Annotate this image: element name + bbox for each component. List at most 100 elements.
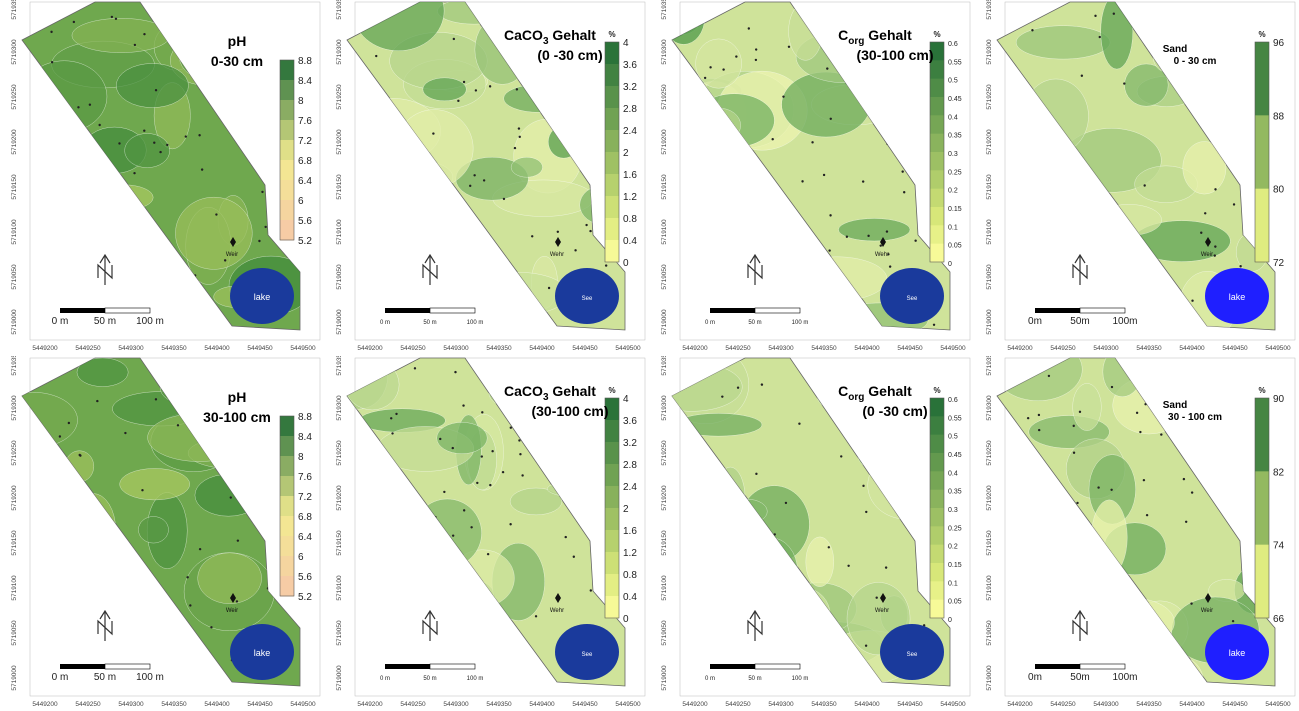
x-tick-label: 5449200	[32, 701, 58, 708]
sample-point	[146, 245, 149, 248]
legend-label: 0.6	[948, 41, 958, 48]
sample-point	[384, 566, 388, 570]
colorbar-segment	[930, 416, 944, 436]
contour-patch	[1091, 499, 1128, 576]
sample-point	[57, 476, 61, 479]
north-arrow	[1072, 253, 1088, 285]
legend-label: 0	[623, 258, 629, 269]
colorbar-segment	[930, 434, 944, 454]
sample-point	[43, 429, 47, 432]
x-tick-label: 5449300	[768, 345, 794, 352]
colorbar-segment	[1255, 188, 1269, 263]
sample-point	[1139, 430, 1142, 434]
y-tick-label: 5719100	[986, 575, 993, 601]
colorbar-frame	[604, 41, 620, 263]
sample-point	[580, 452, 583, 455]
y-tick-label: 5719300	[336, 395, 343, 421]
sample-point	[451, 446, 454, 450]
map-subtitle: (0 -30 cm)	[537, 47, 602, 63]
x-tick-label: 5449300	[443, 701, 469, 708]
y-tick-label: 5719200	[986, 485, 993, 511]
title-rest: Gehalt	[864, 383, 912, 399]
sample-point	[1251, 194, 1254, 198]
sample-point	[269, 538, 272, 542]
sample-point	[782, 95, 785, 98]
y-tick-label: 5719200	[11, 129, 18, 155]
legend-label: 2.4	[623, 126, 637, 137]
sample-point	[1005, 504, 1008, 507]
x-tick-label: 5449200	[682, 345, 708, 352]
sample-point	[840, 455, 843, 458]
legend-label: 5.2	[298, 592, 312, 603]
y-tick-label: 5719350	[336, 0, 343, 20]
contour-patch	[442, 273, 502, 300]
colorbar-segment	[280, 180, 294, 201]
legend-label: 0.15	[948, 562, 962, 569]
y-tick-label: 5719300	[661, 395, 668, 421]
colorbar-segment	[1255, 544, 1269, 619]
scale-bar-white	[754, 307, 801, 314]
y-tick-label: 5719050	[336, 264, 343, 290]
scale-bar-black	[60, 664, 105, 669]
colorbar-segment	[280, 100, 294, 121]
colorbar-segment	[605, 464, 619, 487]
sample-point	[1232, 203, 1236, 206]
sample-point	[361, 598, 364, 601]
legend-label: 82	[1273, 467, 1285, 478]
legend-label: 0.45	[948, 96, 962, 103]
legend-label: 1.2	[623, 548, 637, 559]
sample-point	[781, 288, 785, 291]
colorbar-segment	[280, 536, 294, 557]
sample-point	[1076, 643, 1080, 647]
sample-point	[210, 626, 213, 629]
sample-point	[235, 600, 239, 603]
sample-point	[779, 583, 782, 586]
y-tick-label: 5719350	[11, 0, 18, 20]
sample-point	[515, 88, 519, 91]
contour-patch	[827, 639, 855, 680]
sample-point	[758, 610, 761, 613]
colorbar-segment	[605, 64, 619, 87]
legend-label: 3.2	[623, 82, 637, 93]
y-tick-label: 5719250	[336, 84, 343, 110]
sample-point	[1197, 92, 1201, 95]
sample-point	[368, 90, 371, 94]
legend-unit: %	[608, 30, 615, 39]
sample-point	[45, 122, 48, 126]
sample-point	[96, 399, 99, 403]
scale-bar-black	[385, 308, 430, 313]
contour-patch	[786, 256, 888, 302]
sample-point	[531, 235, 534, 238]
y-tick-label: 5719200	[336, 129, 343, 155]
y-tick-label: 5719250	[661, 84, 668, 110]
colorbar-segment	[930, 581, 944, 601]
sample-point	[186, 576, 189, 579]
sample-point	[1005, 556, 1009, 559]
x-tick-label: 5449300	[118, 345, 144, 352]
contour-patch	[1091, 597, 1175, 647]
y-tick-label: 5719000	[986, 309, 993, 335]
sample-point	[50, 621, 53, 625]
legend-label: 7.2	[298, 492, 312, 503]
sample-point	[44, 646, 47, 649]
sample-point	[78, 453, 81, 457]
x-tick-label: 5449500	[290, 701, 316, 708]
y-tick-label: 5719100	[661, 575, 668, 601]
legend-label: 0.3	[948, 151, 958, 158]
y-tick-label: 5719350	[661, 356, 668, 376]
x-tick-label: 5449500	[1265, 345, 1291, 352]
title-subscript: org	[848, 392, 864, 403]
x-tick-label: 5449500	[615, 345, 641, 352]
sample-point	[1058, 525, 1061, 528]
sample-point	[703, 212, 707, 216]
legend-label: 1.6	[623, 170, 637, 181]
contour-patch	[395, 109, 474, 188]
contour-patch	[509, 487, 563, 516]
y-tick-label: 5719050	[661, 264, 668, 290]
lake-label: See	[582, 296, 593, 302]
title-rest: Gehalt	[549, 383, 597, 399]
lake	[880, 268, 944, 324]
scale-label: 0 m	[705, 676, 715, 682]
sample-point	[189, 604, 192, 607]
sample-point	[706, 534, 709, 538]
